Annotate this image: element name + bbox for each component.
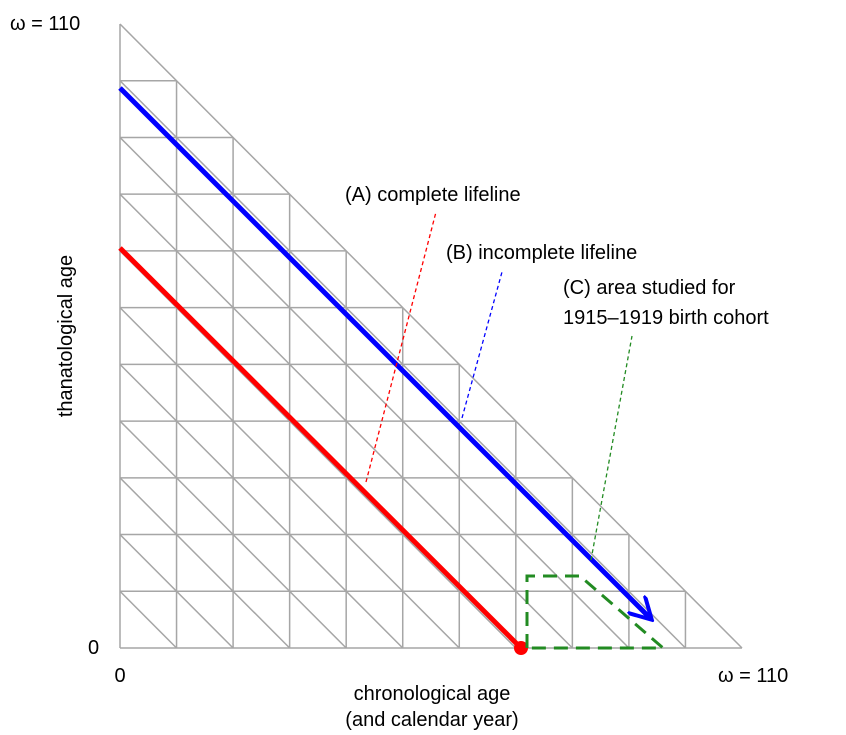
annotation-c: (C) area studied for — [563, 277, 736, 299]
grid-line — [119, 590, 178, 649]
grid-line — [119, 307, 460, 649]
y-zero-label: 0 — [88, 637, 99, 659]
grid-line — [119, 534, 234, 649]
death-point — [514, 641, 528, 655]
y-title: thanatological age — [55, 255, 77, 417]
x-end-label: ω = 110 — [718, 665, 788, 687]
x-title: chronological age — [354, 683, 511, 705]
x-zero-label: 0 — [114, 665, 125, 687]
annotation-a: (A) complete lifeline — [345, 184, 521, 206]
grid-line — [119, 420, 347, 649]
grid-line — [119, 80, 686, 649]
grid-line — [119, 363, 404, 649]
leader-c — [590, 335, 633, 561]
grid-line — [119, 193, 573, 649]
grid-line — [119, 23, 743, 649]
study-area — [525, 574, 668, 650]
y-top-label: ω = 110 — [10, 13, 80, 35]
incomplete-lifeline — [118, 86, 650, 618]
grid-line — [119, 477, 291, 649]
complete-lifeline — [118, 246, 523, 650]
lexis-grid — [119, 23, 743, 649]
leader-a — [365, 211, 437, 483]
annotation-b: (B) incomplete lifeline — [446, 242, 637, 264]
grid-line — [119, 136, 630, 649]
annotation-c: 1915–1919 birth cohort — [563, 307, 769, 329]
x-title: (and calendar year) — [345, 709, 518, 731]
leader-b — [461, 271, 503, 419]
